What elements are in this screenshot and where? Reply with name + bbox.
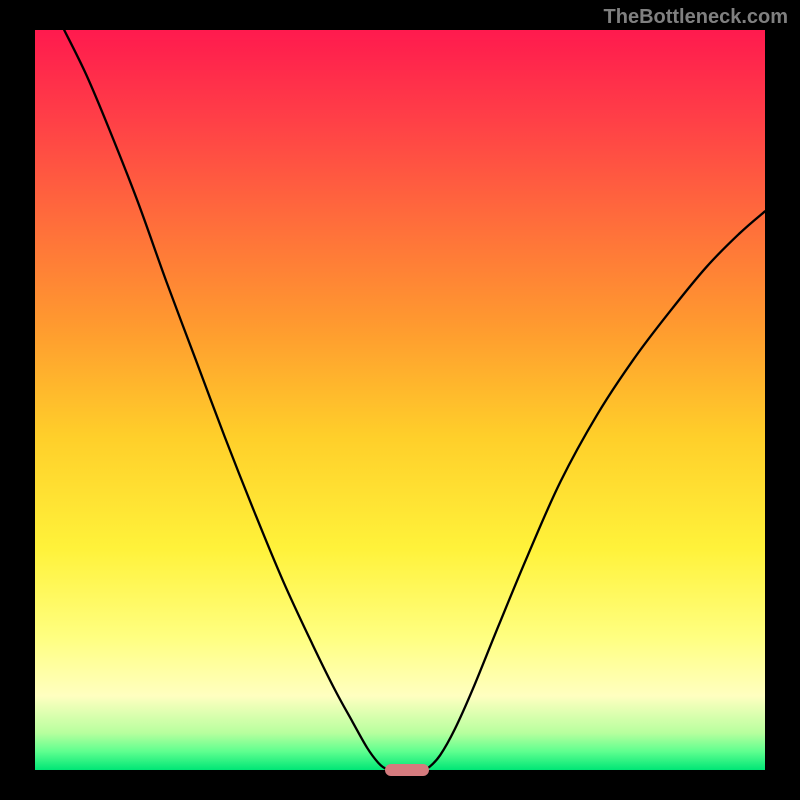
curve-1	[64, 30, 393, 770]
watermark: TheBottleneck.com	[604, 6, 788, 29]
curve-2	[422, 211, 765, 770]
curves-svg	[35, 30, 765, 770]
plot-area	[35, 30, 765, 770]
minimum-marker	[385, 764, 429, 776]
